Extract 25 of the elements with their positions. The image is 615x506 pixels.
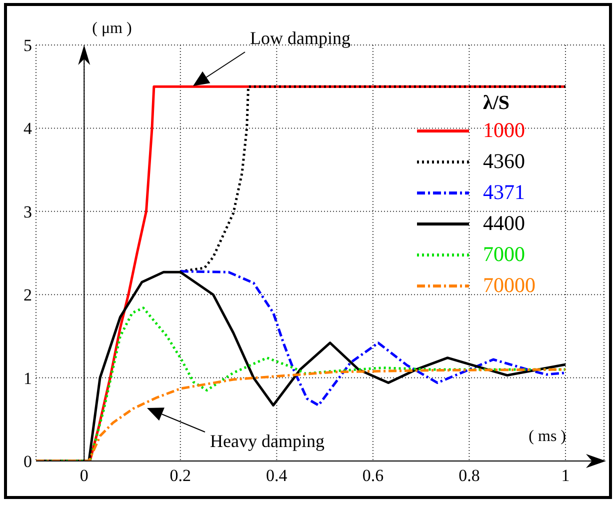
x-tick-label: 0.4	[266, 466, 288, 486]
legend-label: 4371	[483, 180, 525, 205]
x-tick-label: 0	[80, 466, 88, 486]
legend-title: λ/S	[483, 92, 511, 115]
y-tick-label: 2	[24, 286, 32, 305]
legend-label: 4400	[483, 211, 525, 236]
y-tick-label: 1	[24, 368, 32, 388]
y-tick-label: 4	[24, 119, 32, 138]
y-tick-label: 5	[24, 36, 32, 55]
annotation: Heavy damping	[210, 431, 324, 451]
legend-label: 7000	[483, 242, 525, 267]
line-series	[179, 270, 567, 407]
x-tick-label: 1	[561, 466, 570, 486]
line-series	[36, 368, 567, 461]
x-axis-title: ( ms )	[528, 428, 566, 445]
legend-label: 70000	[483, 273, 536, 298]
y-axis-title: ( μm )	[92, 20, 132, 37]
x-tick-label: 0.8	[458, 466, 480, 486]
y-tick-label: 0	[24, 452, 32, 471]
legend-label: 1000	[483, 118, 525, 143]
x-tick-label: 0.2	[170, 466, 192, 486]
legend-label: 4360	[483, 149, 525, 174]
annotation: Low damping	[250, 28, 350, 48]
x-tick-label: 0.6	[362, 466, 384, 486]
y-tick-label: 3	[24, 202, 32, 222]
